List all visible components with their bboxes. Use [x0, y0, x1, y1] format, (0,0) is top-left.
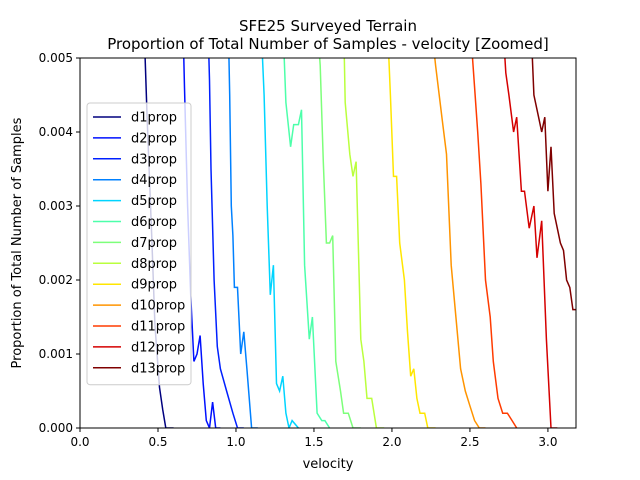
x-tick-label: 1.5: [304, 435, 323, 449]
x-axis-label: velocity: [303, 457, 354, 472]
series-line-d7prop: [318, 58, 361, 428]
chart-title: SFE25 Surveyed Terrain: [239, 17, 417, 35]
series-line-d13prop: [531, 58, 576, 311]
legend-label-d5prop: d5prop: [131, 194, 177, 209]
x-tick-label: 2.5: [460, 435, 479, 449]
x-axis: 0.0 0.5 1.0 1.5 2.0 2.5 3.0: [70, 428, 557, 449]
chart-subtitle: Proportion of Total Number of Samples - …: [107, 35, 549, 53]
legend-label-d7prop: d7prop: [131, 236, 177, 251]
series-line-d12prop: [504, 58, 558, 428]
legend-label-d1prop: d1prop: [131, 111, 177, 126]
y-tick-label: 0.004: [39, 125, 73, 139]
y-tick-label: 0.001: [39, 347, 73, 361]
x-tick-label: 2.0: [382, 435, 401, 449]
series-line-d3prop: [208, 58, 244, 428]
y-tick-label: 0.005: [39, 51, 73, 65]
legend: d1prop d2prop d3prop d4prop d5prop d6prop d7pr…: [86, 102, 192, 386]
series-layer: [144, 58, 576, 428]
y-axis: 0.000 0.001 0.002 0.003 0.004 0.005: [39, 51, 80, 435]
series-line-d9prop: [388, 58, 436, 428]
legend-label-d6prop: d6prop: [131, 215, 177, 230]
x-tick-label: 1.0: [226, 435, 245, 449]
legend-label-d11prop: d11prop: [131, 320, 185, 335]
legend-label-d12prop: d12prop: [131, 340, 185, 355]
legend-label-d2prop: d2prop: [131, 131, 177, 146]
legend-label-d3prop: d3prop: [131, 152, 177, 167]
legend-label-d4prop: d4prop: [131, 173, 177, 188]
series-line-d8prop: [343, 58, 385, 428]
legend-label-d10prop: d10prop: [131, 299, 185, 314]
plot-frame: [79, 57, 577, 429]
series-line-d6prop: [283, 58, 331, 428]
y-tick-label: 0.000: [39, 421, 73, 435]
series-line-d4prop: [228, 58, 258, 428]
series-line-d11prop: [471, 58, 518, 428]
y-axis-label: Proportion of Total Number of Samples: [10, 117, 25, 368]
legend-label-d8prop: d8prop: [131, 257, 177, 272]
legend-label-d13prop: d13prop: [131, 361, 185, 376]
x-tick-label: 0.5: [148, 435, 167, 449]
series-line-d5prop: [261, 58, 299, 428]
legend-label-d9prop: d9prop: [131, 278, 177, 293]
x-tick-label: 3.0: [538, 435, 557, 449]
x-tick-label: 0.0: [70, 435, 89, 449]
legend-box: [86, 102, 192, 386]
y-tick-label: 0.002: [39, 273, 73, 287]
y-tick-label: 0.003: [39, 199, 73, 213]
series-line-d10prop: [434, 58, 486, 428]
